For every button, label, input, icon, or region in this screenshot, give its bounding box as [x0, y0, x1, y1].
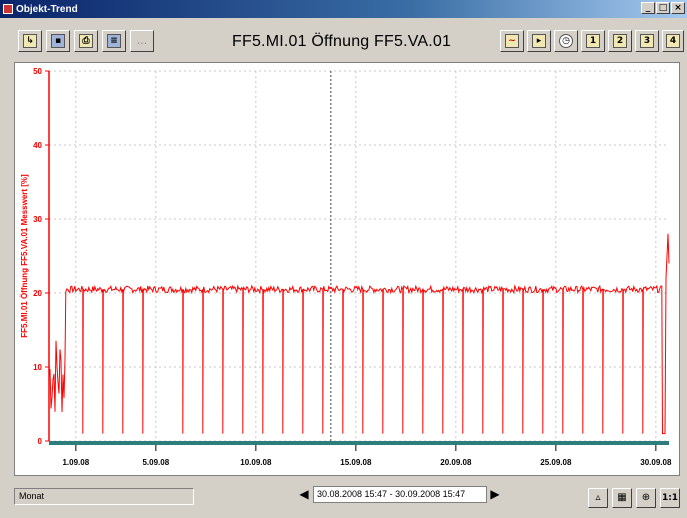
y-axis-label: FF5.MI.01 Öffnung FF5.VA.01 Messwert [%] [20, 174, 29, 338]
status-bar: Monat ◀ 30.08.2008 15:47 - 30.09.2008 15… [0, 478, 687, 518]
maximize-button[interactable]: □ [656, 2, 670, 14]
y-tick-label: 40 [33, 141, 42, 150]
x-tick-label: 25.09.08 [540, 458, 572, 467]
export-data-button[interactable]: ▸ [527, 30, 551, 52]
x-tick-label: 5.09.08 [142, 458, 169, 467]
period-1-icon: 1 [586, 34, 600, 48]
zoom-button[interactable]: ⊕ [636, 488, 656, 508]
prev-range-button[interactable]: ◀ [299, 487, 309, 501]
close-button[interactable]: × [671, 2, 685, 14]
period-3-button[interactable]: 3 [635, 30, 659, 52]
x-tick-label: 30.09.08 [640, 458, 672, 467]
y-tick-label: 50 [33, 67, 42, 76]
app-icon [3, 4, 13, 14]
zoom-icon: ⊕ [641, 492, 651, 503]
grid-button[interactable]: ▦ [612, 488, 632, 508]
reset-zoom-icon: 1:1 [661, 493, 679, 503]
period-3-icon: 3 [640, 34, 654, 48]
time-range-field[interactable]: 30.08.2008 15:47 - 30.09.2008 15:47 [313, 486, 487, 503]
x-axis-bar [49, 441, 669, 445]
y-tick-label: 20 [33, 289, 42, 298]
more-button[interactable]: ... [130, 30, 154, 52]
mountain-icon: ▵ [595, 492, 601, 503]
trend-title: FF5.MI.01 Öffnung FF5.VA.01 [232, 33, 452, 50]
save-button[interactable]: ▪ [46, 30, 70, 52]
trend-chart[interactable]: 1.09.08 5.09.08 10.09.08 15.09.08 20.09.08 25… [15, 63, 679, 475]
series-line [48, 233, 670, 435]
resolution-field: Monat [14, 488, 194, 505]
save-icon: ▪ [51, 34, 65, 48]
window-controls: _ □ × [641, 2, 685, 14]
chart-area[interactable]: 1.09.08 5.09.08 10.09.08 15.09.08 20.09.08 25… [14, 62, 680, 476]
minimize-button[interactable]: _ [641, 2, 655, 14]
title-bar: Objekt-Trend _ □ × [0, 0, 687, 18]
window-title: Objekt-Trend [16, 3, 78, 15]
reset-zoom-button[interactable]: 1:1 [660, 488, 680, 508]
y-tick-label: 30 [33, 215, 42, 224]
trend-icon: ~ [505, 34, 519, 48]
next-range-button[interactable]: ▶ [490, 487, 500, 501]
properties-button[interactable]: ≡ [102, 30, 126, 52]
x-tick-label: 20.09.08 [440, 458, 472, 467]
mountain-button[interactable]: ▵ [588, 488, 608, 508]
grid-icon: ▦ [617, 492, 627, 503]
export-icon: ▸ [532, 34, 546, 48]
y-tick-label: 10 [33, 363, 42, 372]
period-1-button[interactable]: 1 [581, 30, 605, 52]
period-2-button[interactable]: 2 [608, 30, 632, 52]
clock-icon: ◷ [559, 34, 573, 48]
clock-button[interactable]: ◷ [554, 30, 578, 52]
period-2-icon: 2 [613, 34, 627, 48]
print-button[interactable]: ⎙ [74, 30, 98, 52]
export-button[interactable]: ↳ [18, 30, 42, 52]
period-4-button[interactable]: 4 [662, 30, 684, 52]
period-4-icon: 4 [666, 34, 680, 48]
export-icon: ↳ [23, 34, 37, 48]
x-tick-label: 10.09.08 [240, 458, 272, 467]
trend-view-button[interactable]: ~ [500, 30, 524, 52]
toolbar: ↳ ▪ ⎙ ≡ ... FF5.MI.01 Öffnung FF5.VA.01 … [0, 18, 687, 62]
print-icon: ⎙ [79, 34, 93, 48]
x-tick-label: 15.09.08 [340, 458, 372, 467]
x-tick-label: 1.09.08 [62, 458, 89, 467]
properties-icon: ≡ [107, 34, 121, 48]
y-tick-label: 0 [38, 437, 43, 446]
